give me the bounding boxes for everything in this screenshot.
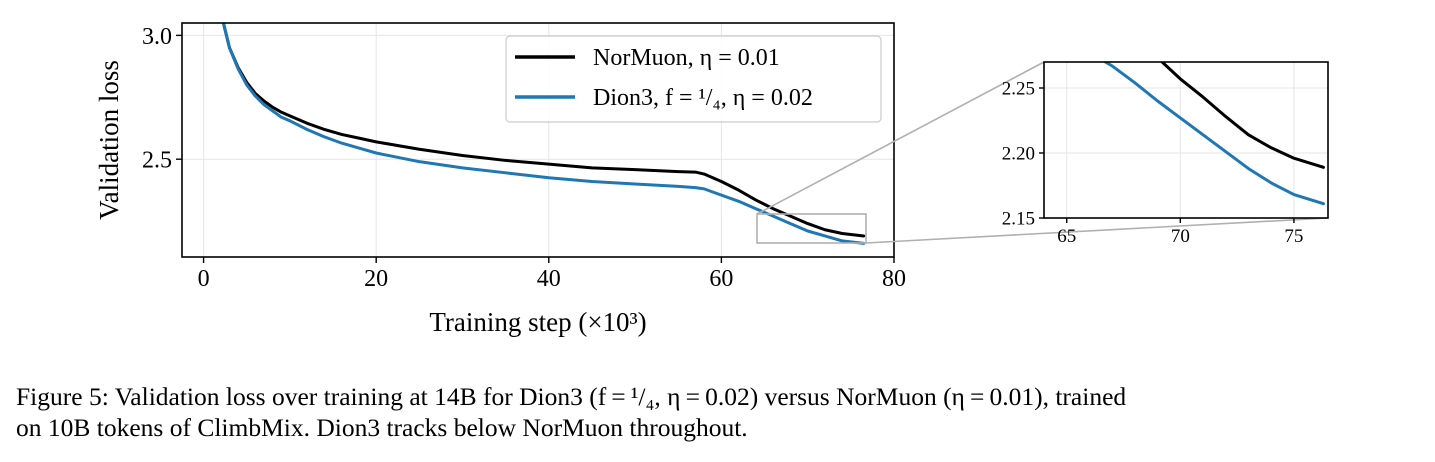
- x-tick-label: 60: [709, 266, 733, 292]
- inset-plot-frame: [1043, 61, 1329, 219]
- main-chart: 0 20 40 60 80 2.5 3.0 Training step (×10³) Val…: [94, 22, 906, 337]
- inset-ticks: 65 70 75 2.15 2.20 2.25: [1002, 79, 1304, 247]
- inset-lines: [1103, 62, 1325, 206]
- x-tick-label: 70: [1171, 226, 1190, 247]
- x-tick-label: 65: [1057, 226, 1076, 247]
- figure-caption: Figure 5: Validation loss over training …: [16, 381, 1426, 443]
- caption-line-1: Figure 5: Validation loss over training …: [16, 382, 1127, 411]
- zoom-region-box: [756, 213, 867, 244]
- y-tick-label: 3.0: [142, 24, 172, 50]
- caption-line-2: on 10B tokens of ClimbMix. Dion3 tracks …: [16, 413, 748, 442]
- y-tick-label: 2.20: [1002, 144, 1035, 165]
- x-tick-label: 40: [537, 266, 561, 292]
- x-axis-label: Training step (×10³): [429, 307, 646, 337]
- y-tick-label: 2.5: [142, 148, 172, 174]
- legend: NorMuon, η = 0.01 Dion3, f = ¹/₄, η = 0.…: [505, 35, 882, 123]
- zoom-connector-bottom: [865, 217, 1329, 244]
- y-tick-label: 2.25: [1002, 79, 1035, 100]
- legend-label-dion3: Dion3, f = ¹/₄, η = 0.02: [593, 85, 813, 111]
- main-plot-frame: [181, 22, 895, 258]
- inset-background: [1044, 62, 1328, 218]
- main-ticks: 0 20 40 60 80 2.5 3.0: [142, 24, 906, 292]
- series-line-dion3: [1103, 62, 1325, 206]
- x-tick-label: 0: [198, 266, 210, 292]
- legend-label-normuon: NorMuon, η = 0.01: [593, 45, 780, 71]
- series-line-dion3: [221, 23, 866, 245]
- series-line-normuon: [1160, 62, 1325, 169]
- x-tick-label: 75: [1284, 226, 1303, 247]
- y-tick-label: 2.15: [1002, 209, 1035, 230]
- zoom-connector-top: [756, 61, 1045, 215]
- inset-chart: 65 70 75 2.15 2.20 2.25: [1002, 61, 1329, 247]
- x-tick-label: 20: [364, 266, 388, 292]
- x-tick-label: 80: [882, 266, 906, 292]
- legend-frame: [505, 35, 882, 123]
- y-axis-label: Validation loss: [94, 60, 124, 220]
